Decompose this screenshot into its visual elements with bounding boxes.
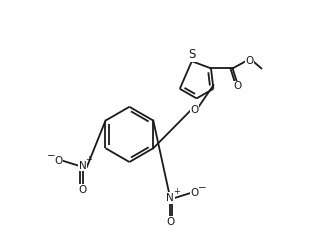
Text: N: N: [79, 161, 86, 171]
Text: −: −: [198, 183, 206, 193]
Text: −: −: [47, 151, 55, 161]
Text: S: S: [188, 48, 196, 61]
Text: O: O: [190, 188, 198, 198]
Text: O: O: [190, 105, 198, 115]
Text: O: O: [54, 156, 63, 166]
Text: +: +: [86, 155, 93, 164]
Text: N: N: [166, 193, 174, 203]
Text: O: O: [233, 81, 242, 91]
Text: O: O: [245, 56, 254, 66]
Text: O: O: [79, 185, 87, 195]
Text: +: +: [173, 187, 180, 197]
Text: O: O: [166, 217, 174, 227]
